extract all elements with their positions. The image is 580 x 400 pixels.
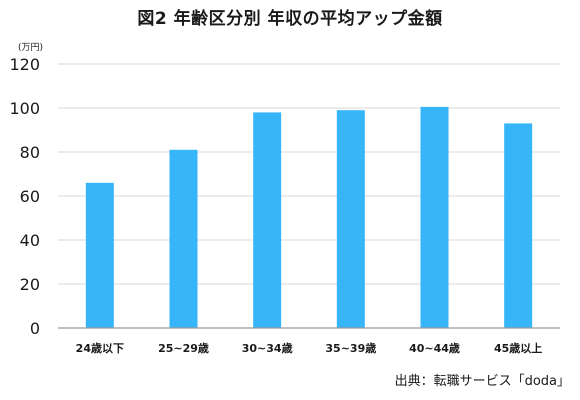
bar xyxy=(336,110,365,328)
y-tick-label: 120 xyxy=(9,55,40,74)
bar xyxy=(169,149,198,328)
y-tick-label: 40 xyxy=(20,231,40,250)
y-tick-label: 80 xyxy=(20,143,40,162)
y-unit-label: (万円) xyxy=(18,42,43,53)
gridlines xyxy=(58,63,560,285)
chart-title: 図2 年齢区分別 年収の平均アップ金額 xyxy=(137,9,443,29)
x-tick-label: 24歳以下 xyxy=(76,341,124,355)
bars xyxy=(85,106,533,329)
x-tick-label: 30~34歳 xyxy=(242,341,293,355)
y-tick-label: 20 xyxy=(20,275,40,294)
x-tick-label: 40~44歳 xyxy=(409,341,460,355)
x-tick-label: 35~39歳 xyxy=(325,341,376,355)
source-note: 出典：転職サービス「doda」 xyxy=(394,374,570,389)
bar xyxy=(504,123,533,329)
x-tick-label: 25~29歳 xyxy=(158,341,209,355)
tick-labels: (万円) 0 20 40 60 80 100 120 24歳以下 25~29歳 30~34歳 35~3… xyxy=(9,42,542,355)
x-tick-label: 45歳以上 xyxy=(494,341,542,355)
y-tick-label: 0 xyxy=(30,319,40,338)
y-tick-label: 100 xyxy=(9,99,40,118)
bar xyxy=(420,106,449,329)
bar xyxy=(85,182,114,328)
y-tick-label: 60 xyxy=(20,187,40,206)
bar xyxy=(253,112,282,329)
